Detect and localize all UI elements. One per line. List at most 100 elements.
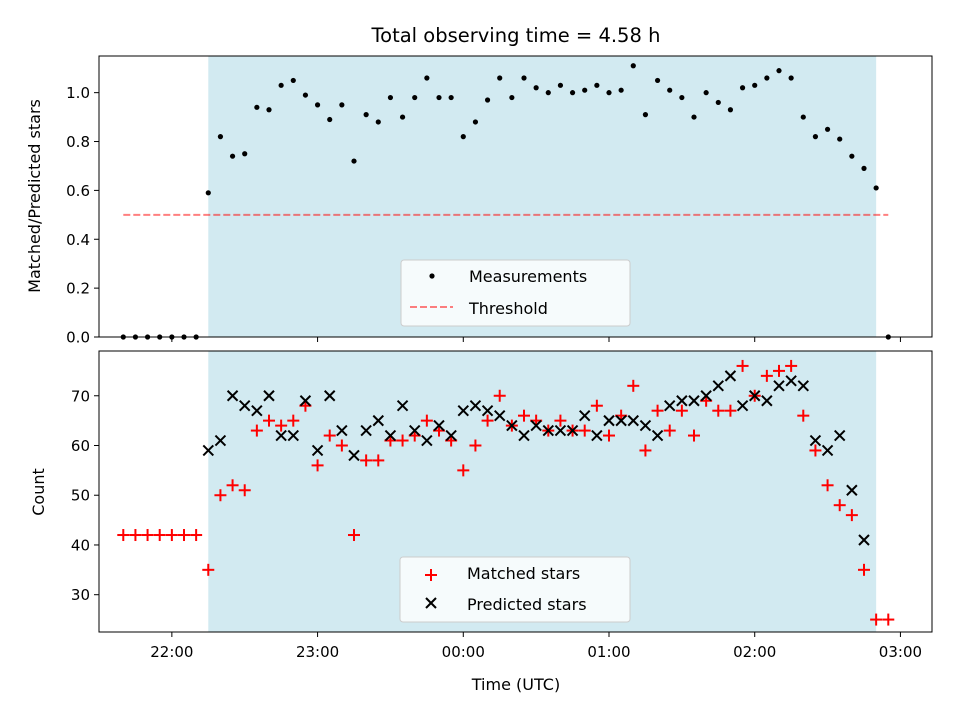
predicted-star-point: [736, 400, 749, 412]
predicted-star-point: [469, 400, 482, 412]
matched-star-point: [469, 439, 482, 452]
predicted-star-point: [749, 390, 761, 402]
measurement-point: [739, 85, 746, 91]
predicted-star-point: [651, 429, 664, 442]
predicted-star-point: [603, 414, 615, 427]
top-legend-box: [400, 259, 631, 327]
x-tick-label: 23:00: [296, 643, 339, 661]
top-x-ticks: [171, 337, 901, 342]
y-tick-label: 60: [71, 437, 90, 455]
matched-star-point: [360, 454, 373, 467]
matched-star-point: [785, 359, 798, 372]
measurement-point: [752, 82, 758, 88]
predicted-legend-label: Predicted stars: [467, 595, 587, 614]
y-tick-label: 70: [71, 387, 90, 405]
measurement-point: [205, 190, 211, 196]
measurement-point: [691, 114, 697, 120]
predicted-star-point: [263, 390, 275, 402]
predicted-star-point: [688, 395, 700, 407]
measurement-point: [363, 112, 369, 118]
x-tick-label: 01:00: [587, 643, 630, 661]
top-marks: [120, 63, 891, 340]
measurement-point: [278, 82, 284, 88]
predicted-star-point: [481, 404, 494, 417]
matched-star-point: [323, 429, 336, 442]
matched-star-point: [287, 414, 300, 427]
top-y-ticks: 0.0 0.2 0.4 0.6 0.8 1.0: [66, 84, 99, 347]
matched-star-point: [663, 424, 676, 437]
measurement-point: [448, 94, 454, 101]
top-axes-frame: [98, 55, 933, 338]
predicted-star-point: [494, 409, 506, 422]
measurement-point: [849, 153, 855, 159]
predicted-star-point: [311, 444, 324, 457]
predicted-star-point: [591, 429, 603, 442]
y-tick-label: 1.0: [66, 84, 90, 102]
measurement-point: [776, 68, 782, 74]
measurements-legend-marker: [429, 273, 435, 279]
threshold-legend-label: Threshold: [468, 299, 548, 318]
predicted-star-point: [226, 390, 239, 402]
measurement-point: [375, 119, 381, 125]
predicted-star-point: [785, 375, 797, 387]
x-tick-label: 02:00: [733, 643, 776, 661]
measurement-point: [800, 114, 806, 120]
measurement-point: [545, 90, 551, 96]
predicted-star-point: [542, 424, 554, 437]
matched-star-point: [675, 404, 688, 417]
measurement-point: [667, 87, 673, 93]
matched-star-point: [214, 489, 227, 502]
predicted-star-point: [384, 429, 397, 442]
matched-star-point: [238, 484, 251, 497]
measurement-point: [339, 102, 345, 108]
measurement-point: [812, 134, 819, 140]
measurement-point: [509, 94, 515, 101]
predicted-star-point: [809, 434, 822, 447]
y-tick-label: 0.2: [66, 280, 90, 298]
matched-star-point: [129, 529, 142, 542]
matched-star-point: [481, 414, 494, 427]
predicted-star-point: [214, 434, 227, 447]
measurements-legend-label: Measurements: [469, 267, 587, 286]
predicted-star-point: [846, 484, 858, 496]
predicted-star-point: [506, 419, 518, 432]
matched-star-point: [372, 454, 385, 467]
measurement-point: [824, 126, 831, 132]
x-axis-label: Time (UTC): [471, 675, 560, 694]
predicted-star-point: [530, 419, 542, 432]
bottom-y-ticks: 30 40 50 60 70: [71, 387, 99, 604]
predicted-star-point: [396, 400, 409, 412]
measurement-point: [788, 75, 794, 81]
bottom-y-axis-label: Count: [29, 468, 48, 516]
matched-star-point: [554, 414, 567, 427]
predicted-star-point: [445, 429, 457, 442]
predicted-star-point: [372, 414, 384, 427]
matched-star-point: [153, 529, 166, 542]
matched-star-point: [335, 439, 348, 452]
predicted-star-point: [566, 424, 579, 437]
bottom-legend: Matched stars Predicted stars: [399, 556, 631, 623]
predicted-star-point: [554, 424, 567, 437]
x-tick-label: 00:00: [442, 643, 485, 661]
matched-star-point: [178, 529, 190, 542]
matched-star-point: [457, 464, 470, 477]
measurement-point: [387, 94, 394, 101]
measurement-point: [412, 94, 418, 101]
measurement-point: [497, 75, 503, 81]
bottom-x-ticks: 22:00 23:00 00:00 01:00 02:00 03:00: [150, 632, 922, 661]
matched-star-point: [627, 379, 640, 392]
matched-star-point: [190, 529, 203, 542]
predicted-star-point: [251, 404, 263, 417]
measurement-point: [424, 75, 430, 81]
y-tick-label: 40: [71, 536, 90, 554]
measurement-point: [266, 107, 272, 113]
predicted-star-point: [457, 404, 469, 417]
predicted-star-point: [579, 409, 591, 422]
predicted-star-point: [409, 424, 421, 437]
predicted-star-point: [858, 534, 870, 546]
predicted-star-point: [202, 444, 214, 457]
predicted-legend-marker: [425, 597, 437, 609]
predicted-star-point: [761, 395, 773, 407]
y-tick-label: 0.8: [66, 133, 90, 151]
matched-star-point: [603, 429, 615, 442]
